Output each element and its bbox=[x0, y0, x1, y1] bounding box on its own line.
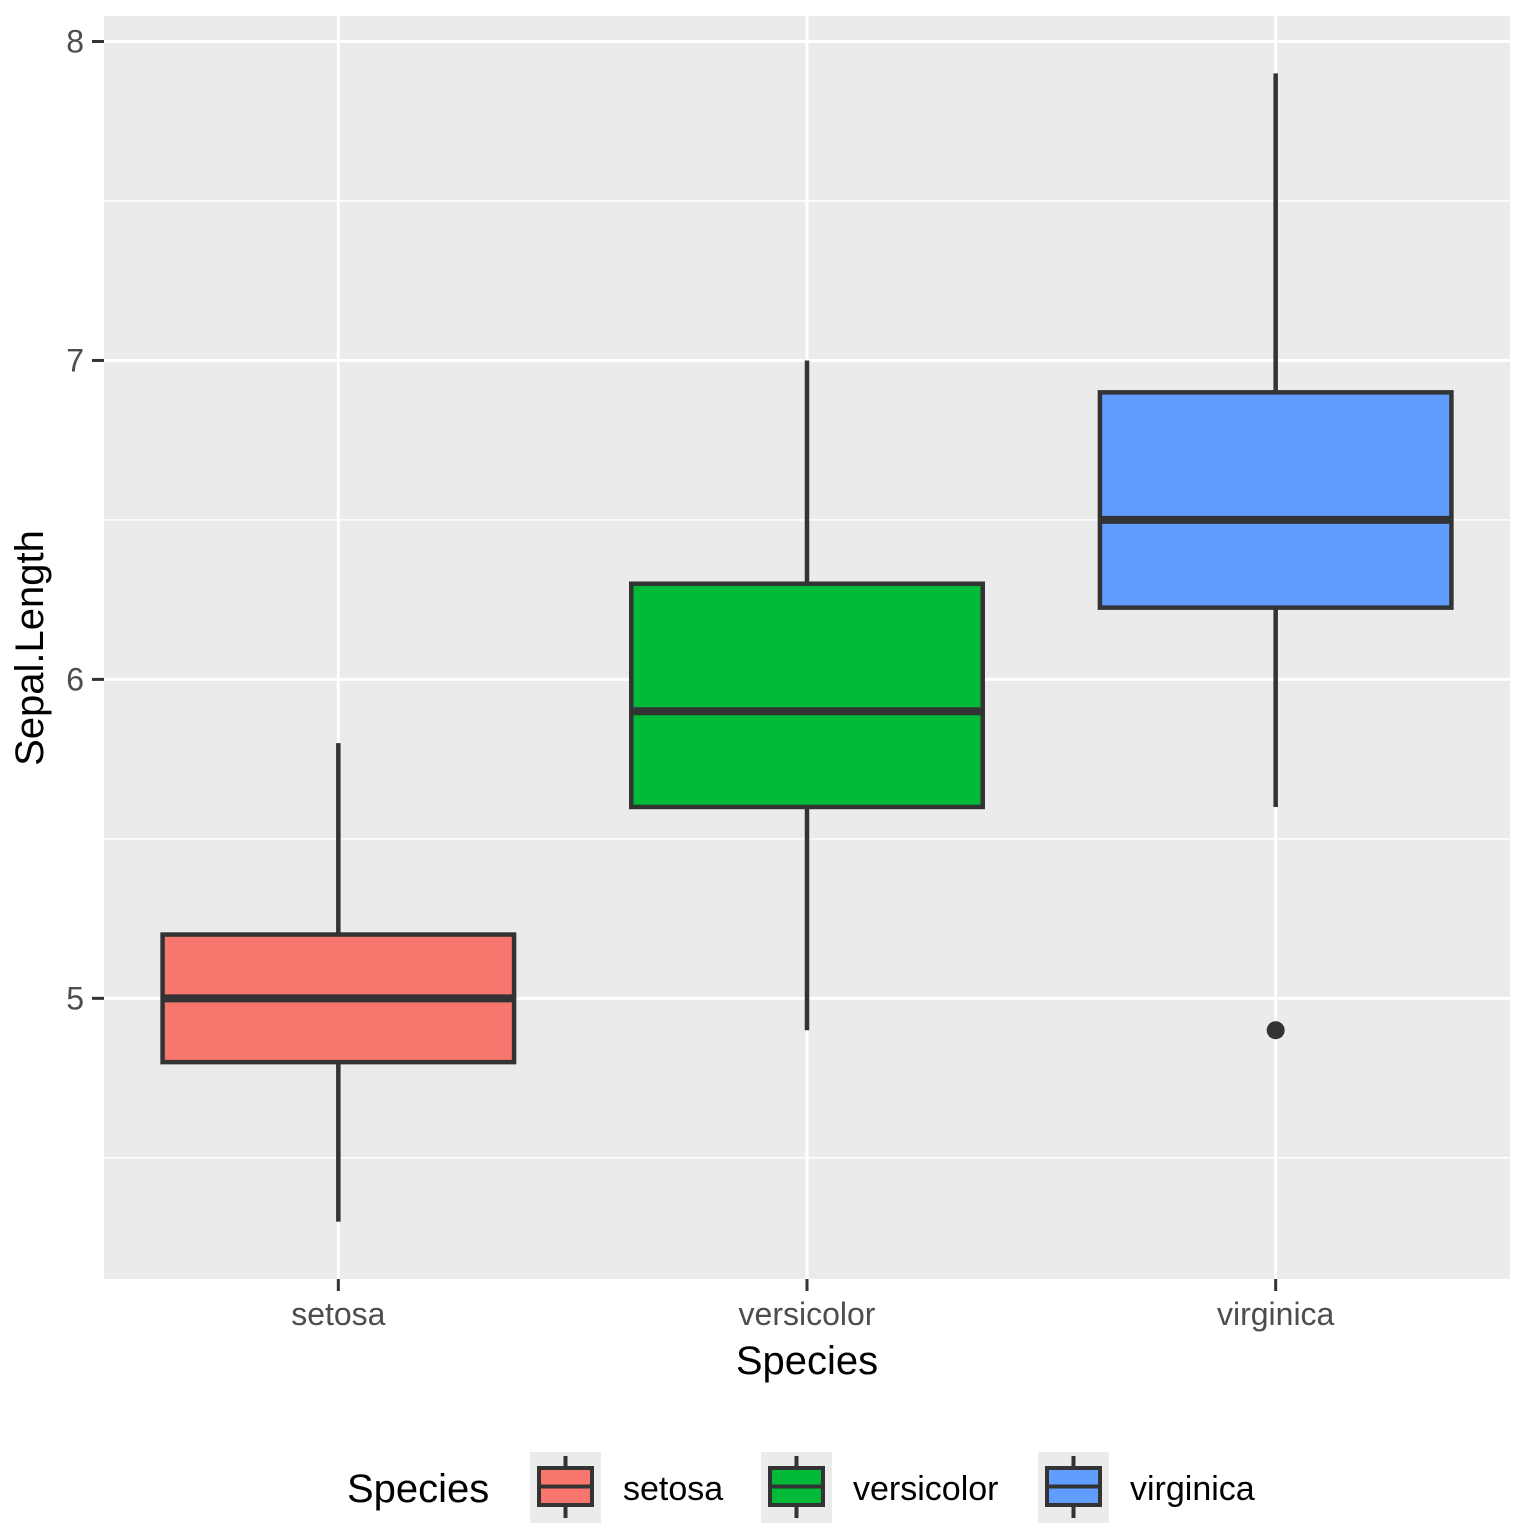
legend-item-setosa: setosa bbox=[530, 1452, 723, 1523]
y-tick-label: 7 bbox=[66, 342, 84, 378]
x-tick-label: versicolor bbox=[739, 1296, 876, 1332]
x-tick-label: virginica bbox=[1217, 1296, 1335, 1332]
x-axis-title: Species bbox=[736, 1339, 878, 1383]
outlier-point bbox=[1266, 1021, 1285, 1040]
boxes bbox=[160, 73, 1454, 1222]
box-virginica bbox=[1097, 73, 1454, 1040]
axes: 5 6 7 8 setosa versicolor virginica bbox=[66, 24, 1334, 1332]
y-tick-label: 6 bbox=[66, 661, 84, 697]
legend-item-virginica: virginica bbox=[1038, 1452, 1255, 1523]
legend-title: Species bbox=[347, 1467, 489, 1511]
y-tick-label: 8 bbox=[66, 24, 84, 60]
box-iqr bbox=[1097, 390, 1454, 610]
legend-label: virginica bbox=[1130, 1470, 1255, 1508]
box-iqr bbox=[629, 581, 985, 810]
y-axis-title: Sepal.Length bbox=[8, 530, 52, 766]
y-tick-label: 5 bbox=[66, 980, 84, 1016]
legend-item-versicolor: versicolor bbox=[761, 1452, 998, 1523]
box-setosa bbox=[160, 743, 517, 1222]
legend-label: versicolor bbox=[853, 1470, 998, 1508]
box-versicolor bbox=[629, 360, 985, 1031]
legend-label: setosa bbox=[623, 1470, 723, 1508]
legend: Species setosa versicolor virginica bbox=[347, 1452, 1255, 1523]
x-tick-label: setosa bbox=[291, 1296, 385, 1332]
